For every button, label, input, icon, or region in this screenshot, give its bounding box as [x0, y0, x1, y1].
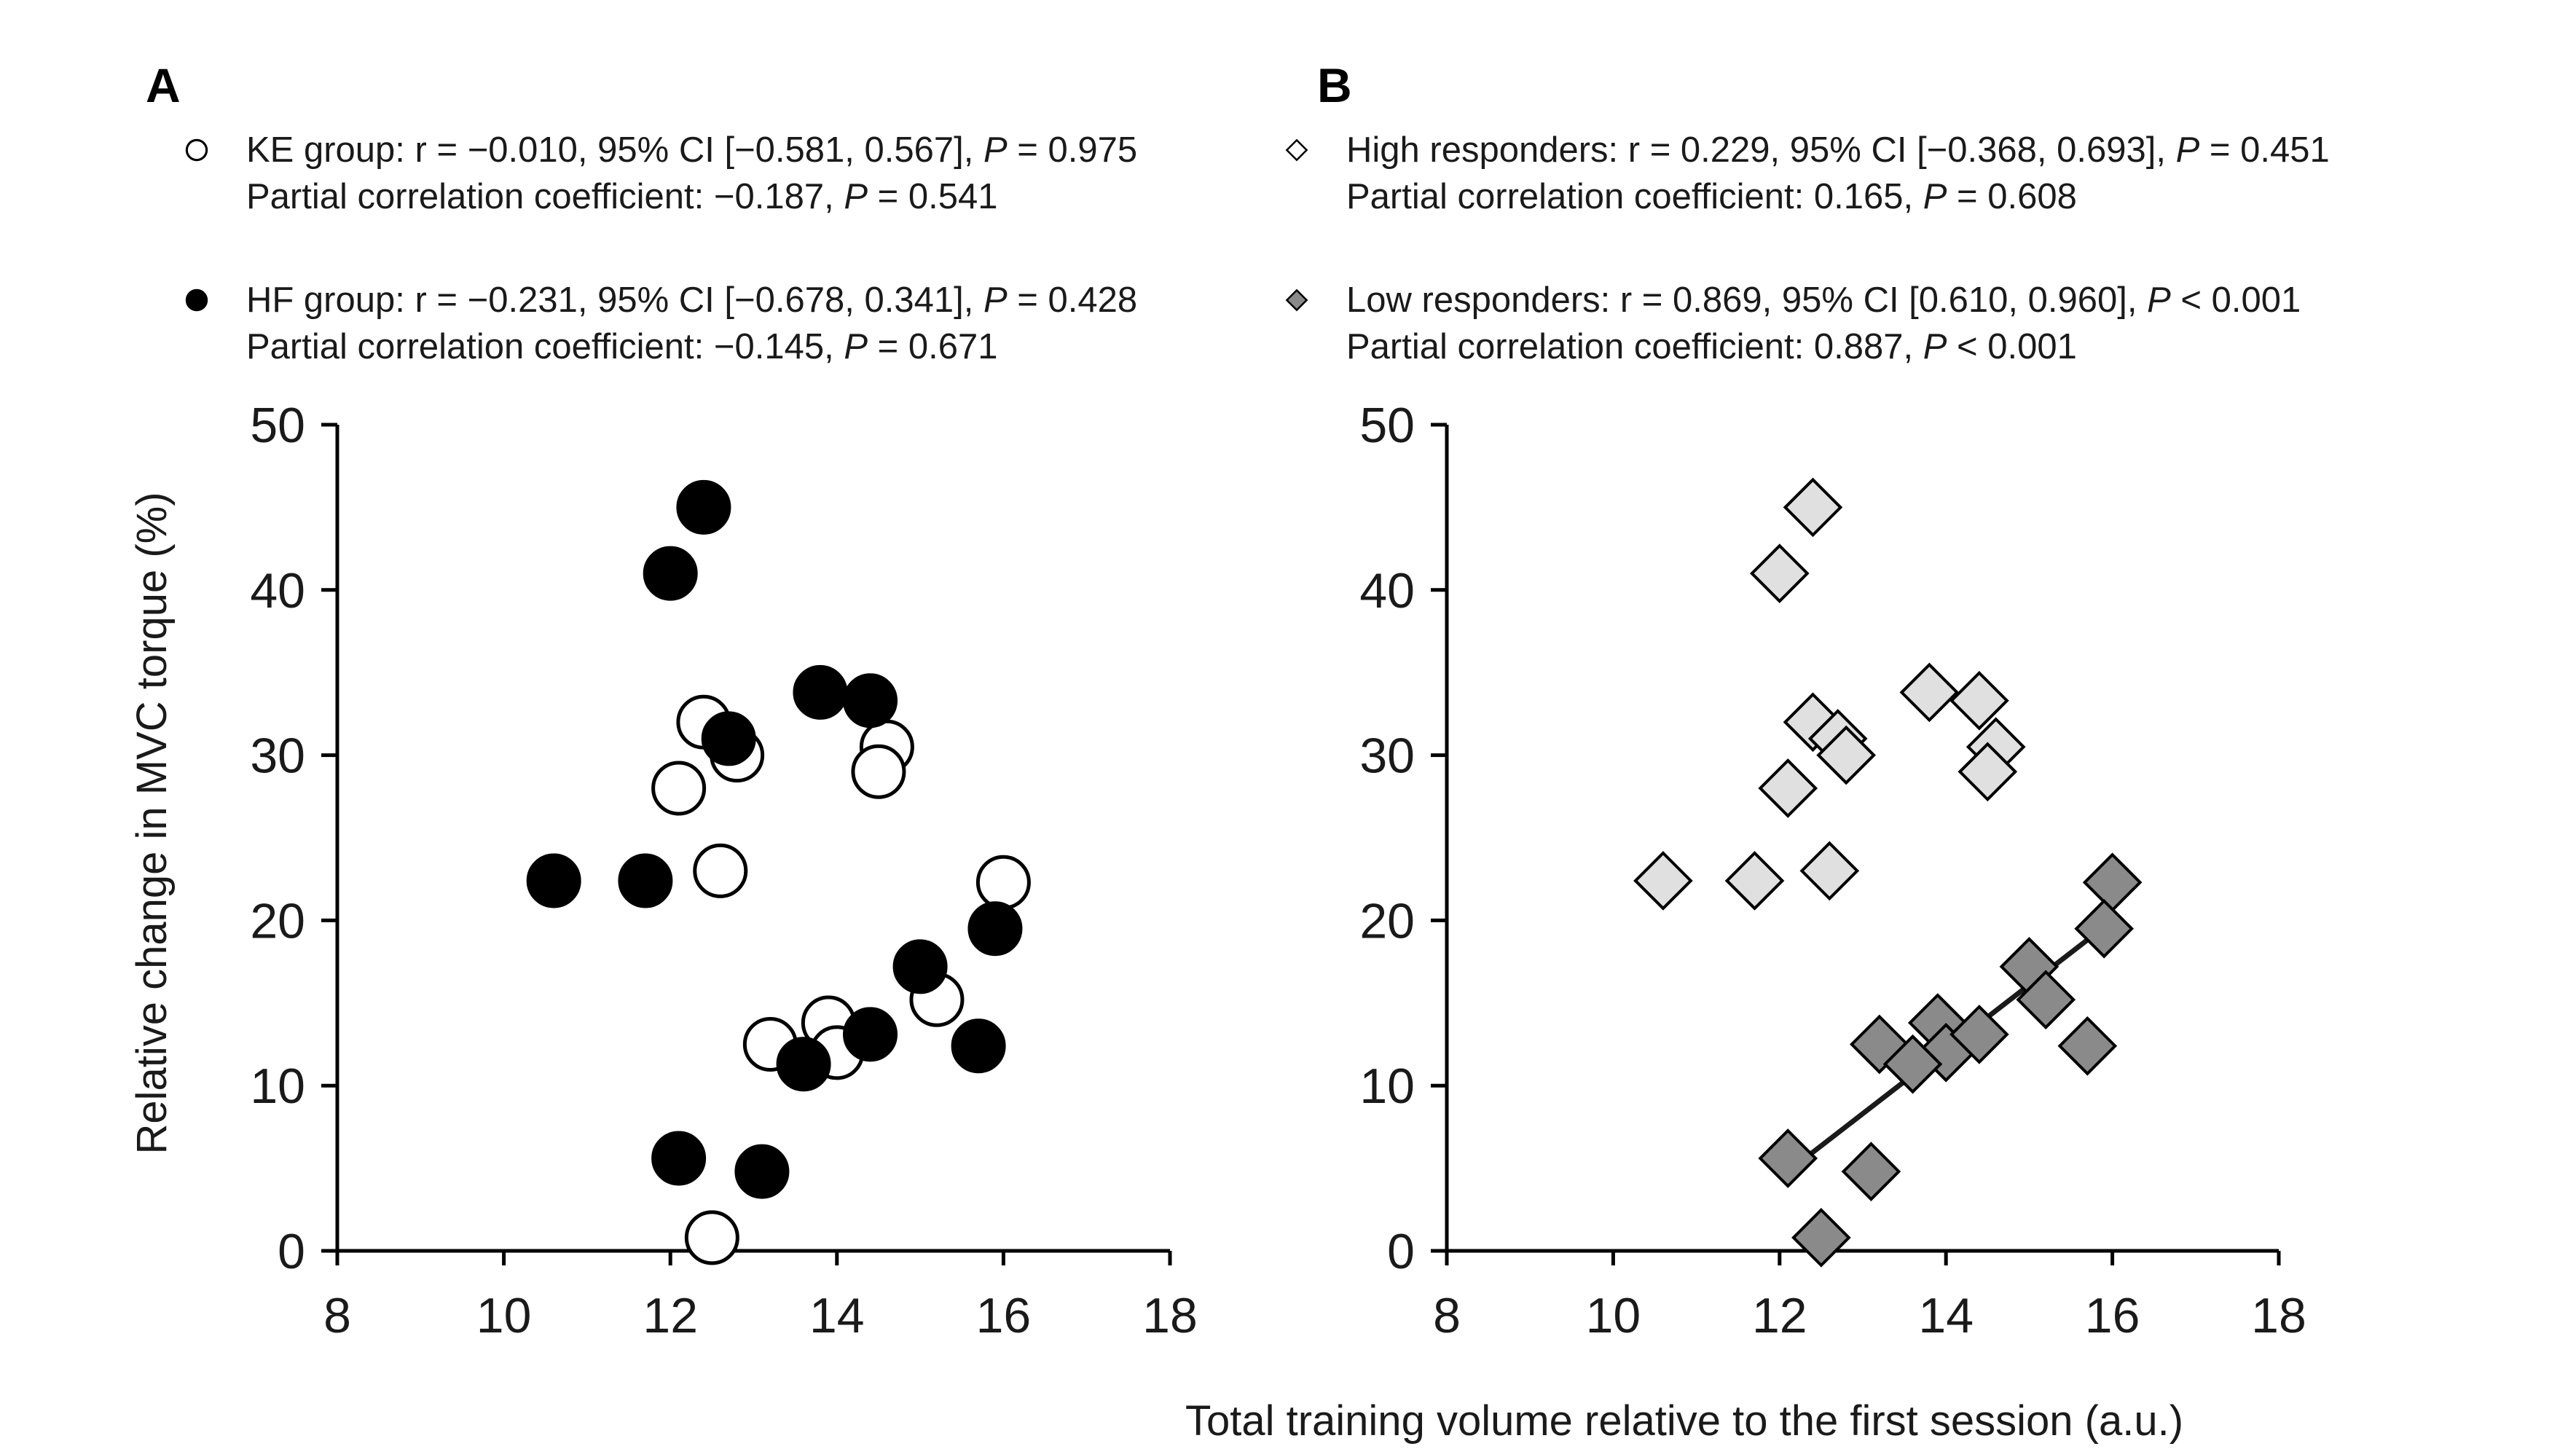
panel-a-ke-group-point: [975, 855, 1031, 910]
panel-a-x-tick-label: 10: [476, 1288, 532, 1343]
panel-b-plot: 0 10 20 30 40 50 8 10 12 14 16 18: [1359, 398, 2306, 1343]
panel-b-low-responders-point: [1758, 1128, 1818, 1188]
panel-b-low-responders-point: [1882, 1034, 1943, 1094]
panel-b-high-responders-point: [1758, 758, 1818, 818]
panel-a-legend-marker: [185, 138, 208, 162]
panel-b-y-tick-label: 50: [1359, 398, 1415, 453]
panel-a-legend-line-1: KE group: r = −0.010, 95% CI [−0.581, 0.…: [246, 130, 1137, 170]
panel-b-legend-line-1: Low responders: r = 0.869, 95% CI [0.610…: [1346, 280, 2301, 320]
panel-b-legend-entry: Low responders: r = 0.869, 95% CI [0.610…: [1285, 280, 2301, 366]
panel-a-legend-line-2: Partial correlation coefficient: −0.145,…: [246, 327, 997, 366]
panel-b-y-tick-label: 30: [1359, 729, 1415, 784]
panel-b-x-tick-label: 18: [2251, 1288, 2306, 1343]
panel-b-high-responders-point: [1957, 742, 2018, 802]
panel-a-hf-group-point: [676, 479, 731, 535]
panel-b-y-tick-label: 20: [1359, 893, 1415, 949]
panel-a-legend: KE group: r = −0.010, 95% CI [−0.581, 0.…: [185, 130, 1137, 366]
panel-a-hf-group-point: [651, 1131, 707, 1186]
panel-b-low-responders-point: [1791, 1208, 1851, 1268]
panel-b: B High responders: r = 0.229, 95% CI [−0…: [1285, 58, 2330, 1343]
panel-b-legend-line-2: Partial correlation coefficient: 0.165, …: [1346, 177, 2077, 216]
panel-b-x-tick-label: 10: [1586, 1288, 1641, 1343]
shared-x-axis-label: Total training volume relative to the fi…: [1185, 1397, 2183, 1445]
panel-a: A KE group: r = −0.010, 95% CI [−0.581, …: [128, 58, 1198, 1343]
panel-a-legend-line-2: Partial correlation coefficient: −0.187,…: [246, 177, 997, 216]
panel-a-hf-group-point: [892, 939, 948, 994]
panel-a-hf-group-point: [843, 1007, 898, 1062]
panel-b-low-responders-point: [1841, 1142, 1901, 1201]
panel-b-x-tick-label: 16: [2085, 1288, 2140, 1343]
panel-a-legend-entry: KE group: r = −0.010, 95% CI [−0.581, 0.…: [185, 130, 1137, 216]
panel-b-high-responders-point: [1633, 851, 1693, 911]
panel-b-high-responders-point: [1799, 841, 1860, 901]
panel-a-y-tick-label: 10: [250, 1059, 305, 1114]
panel-a-y-tick-label: 20: [250, 893, 305, 949]
panel-a-ke-group-point: [651, 761, 707, 816]
panel-b-legend-entry: High responders: r = 0.229, 95% CI [−0.3…: [1285, 130, 2330, 216]
panel-a-x-tick-label: 14: [809, 1288, 865, 1343]
panel-b-legend-line-2: Partial correlation coefficient: 0.887, …: [1346, 327, 2077, 366]
panel-b-high-responders-point: [1724, 851, 1785, 911]
panel-a-y-tick-label: 0: [278, 1224, 305, 1279]
panel-b-low-responders-point: [1949, 1005, 2009, 1064]
panel-a-x-tick-label: 12: [643, 1288, 698, 1343]
panel-a-legend-entry: HF group: r = −0.231, 95% CI [−0.678, 0.…: [185, 280, 1137, 366]
panel-b-low-responders-point: [2016, 970, 2076, 1030]
panel-b-low-responders-point: [2057, 1016, 2118, 1076]
panel-b-y-tick-label: 0: [1387, 1224, 1415, 1279]
panel-a-hf-group-point: [643, 546, 698, 601]
panel-b-y-tick-label: 40: [1359, 563, 1415, 619]
panel-a-hf-group-point: [793, 664, 848, 720]
panel-b-legend-line-1: High responders: r = 0.229, 95% CI [−0.3…: [1346, 130, 2330, 170]
panel-a-x-tick-label: 18: [1142, 1288, 1198, 1343]
panel-a-x-tick-label: 16: [976, 1288, 1032, 1343]
panel-a-y-tick-label: 30: [250, 729, 305, 784]
panel-a-hf-group-point: [776, 1037, 831, 1092]
panel-a-hf-group-point: [701, 711, 756, 766]
panel-a-x-tick-label: 8: [323, 1288, 351, 1343]
panel-b-x-tick-label: 12: [1752, 1288, 1807, 1343]
panel-b-legend-marker: [1285, 138, 1308, 162]
panel-b-high-responders-point: [1899, 662, 1960, 723]
panel-a-hf-group-point: [843, 673, 898, 729]
panel-a-y-axis-label: Relative change in MVC torque (%): [128, 492, 176, 1154]
panel-a-hf-group-point: [734, 1144, 790, 1199]
panel-a-hf-group-point: [618, 853, 673, 908]
panel-a-y-tick-label: 50: [250, 398, 305, 453]
panel-a-legend-marker: [185, 288, 208, 312]
panel-b-x-tick-label: 14: [1918, 1288, 1974, 1343]
panel-a-plot: 0 10 20 30 40 50 8 10 12 14 16 18: [250, 398, 1197, 1343]
panel-a-letter: A: [146, 58, 181, 112]
panel-a-hf-group-point: [967, 901, 1023, 957]
panel-a-ke-group-point: [851, 744, 906, 799]
panel-b-low-responders-point: [2074, 898, 2135, 959]
panel-b-letter: B: [1317, 58, 1352, 112]
panel-a-hf-group-point: [951, 1018, 1006, 1074]
panel-b-high-responders-point: [1783, 477, 1843, 538]
panel-a-y-tick-label: 40: [250, 563, 305, 619]
panel-b-x-tick-label: 8: [1433, 1288, 1461, 1343]
panel-b-legend-marker: [1285, 288, 1308, 312]
panel-b-high-responders-point: [1949, 670, 2009, 731]
panel-b-legend: High responders: r = 0.229, 95% CI [−0.3…: [1285, 130, 2330, 366]
panel-a-hf-group-point: [526, 853, 581, 908]
panel-a-legend-line-1: HF group: r = −0.231, 95% CI [−0.678, 0.…: [246, 280, 1137, 320]
panel-b-high-responders-point: [1749, 543, 1810, 603]
panel-a-ke-group-point: [684, 1210, 739, 1265]
panel-a-ke-group-point: [693, 843, 748, 898]
panel-b-high-responders-point: [1816, 725, 1876, 785]
panel-b-low-responders-point: [2082, 852, 2143, 913]
panel-b-y-tick-label: 10: [1359, 1059, 1415, 1114]
